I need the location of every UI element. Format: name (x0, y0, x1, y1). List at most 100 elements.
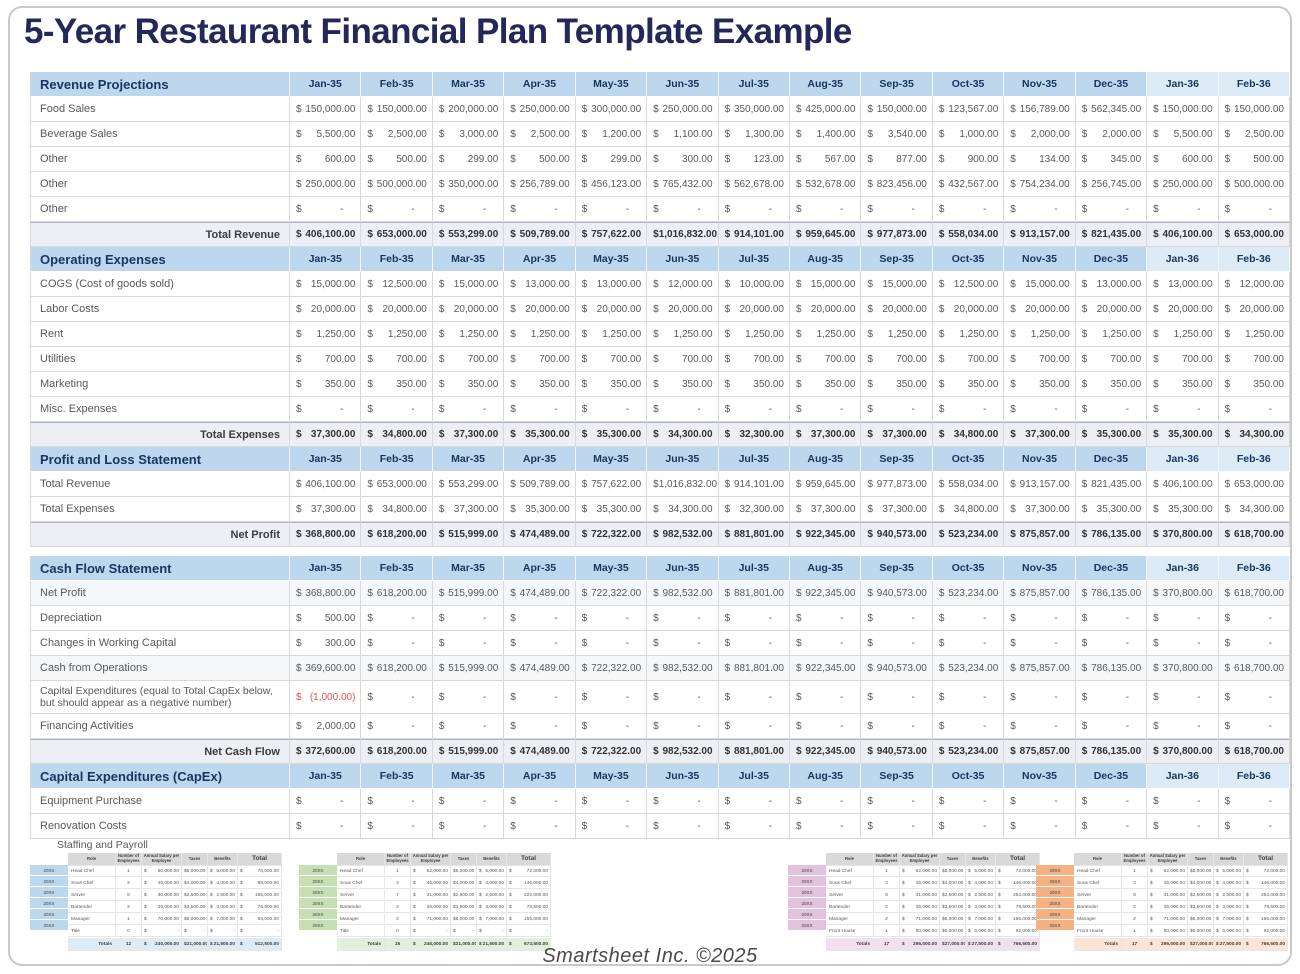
section-title: Revenue Projections (30, 72, 290, 97)
col-header-jan-36: Jan-36 (1147, 247, 1219, 272)
staffing-money-cell: $4,000.00 (1214, 878, 1244, 889)
currency-symbol: $ (653, 503, 659, 515)
col-header-nov-35: Nov-35 (1004, 247, 1076, 272)
currency-symbol: $ (938, 353, 945, 365)
amount-value: 200,000.00 (448, 103, 499, 115)
currency-symbol: $ (724, 303, 731, 315)
staffing-money-cell: $ - (142, 926, 182, 937)
staffing-col-header-taxes: Taxes (451, 853, 477, 866)
value-cell: $134.00 (1004, 147, 1076, 172)
staffing-role: Manager (68, 914, 116, 925)
amount-value: - (411, 691, 415, 703)
currency-symbol: $ (998, 868, 1001, 874)
currency-symbol: $ (438, 103, 445, 115)
staffing-money-cell: $6,000.00 (966, 926, 996, 937)
staffing-col-header-annual-salary-per-employee: Annual Salary per Employee (411, 853, 451, 866)
table-row-depreciation: Depreciation $500.00 $ - $ - $ - $ - $ - $ - $ - $ - $ - $ - $… (30, 606, 1290, 631)
amount-value: 30,000.00 (157, 892, 179, 898)
value-cell: $250,000.00 (1147, 172, 1219, 197)
currency-symbol: $ (1190, 941, 1193, 947)
currency-symbol: $ (367, 795, 373, 807)
currency-symbol: $ (510, 612, 516, 624)
staffing-count: 2 (874, 914, 900, 925)
amount-value: 253,000.00 (1260, 892, 1285, 898)
amount-value: 300.00 (324, 637, 356, 649)
amount-value: 5,000.00 (1192, 868, 1212, 874)
staffing-row-bartender: Bartender 2 $36,000.00 $3,500.00 $3,000.00 $7… (826, 902, 1040, 914)
currency-symbol: $ (479, 941, 482, 947)
col-header-nov-35: Nov-35 (1004, 556, 1076, 581)
staffing-money-cell: $3,500.00 (940, 902, 966, 913)
staffing-money-cell: $ - (182, 926, 208, 937)
currency-symbol: $ (968, 904, 971, 910)
currency-symbol: $ (240, 928, 243, 934)
amount-value: - (482, 203, 487, 215)
currency-symbol: $ (1224, 478, 1231, 490)
amount-value: 821,435.00 (1091, 478, 1142, 490)
col-header-feb-36: Feb-36 (1218, 764, 1290, 789)
value-cell: $558,034.00 (932, 472, 1005, 497)
value-cell: $474,489.00 (504, 581, 576, 606)
amount-value: - (340, 203, 344, 215)
currency-symbol: $ (1153, 153, 1159, 165)
amount-value: 12,500.00 (382, 278, 427, 290)
currency-symbol: $ (1010, 503, 1016, 515)
currency-symbol: $ (1081, 278, 1088, 290)
currency-symbol: $ (1081, 328, 1088, 340)
amount-value: 1,000.00 (959, 128, 999, 140)
amount-value: 977,873.00 (876, 229, 927, 240)
currency-symbol: $ (1153, 529, 1159, 540)
value-cell: $ - (361, 681, 433, 714)
amount-value: 618,700.00 (1233, 662, 1284, 674)
value-cell: $345.00 (1075, 147, 1148, 172)
amount-value: 3,000.00 (1222, 904, 1241, 910)
currency-symbol: $ (968, 880, 971, 886)
amount-value: 36,000.00 (915, 904, 937, 910)
value-cell: $37,300.00 (861, 497, 933, 522)
currency-symbol: $ (1010, 128, 1016, 140)
staffing-money-cell: $5,000.00 (208, 866, 238, 877)
staffing-role: Head Chef (337, 866, 385, 877)
value-cell: $20,000.00 (1075, 297, 1148, 322)
currency-symbol: $ (1224, 303, 1231, 315)
amount-value: 83,000.00 (257, 916, 279, 922)
currency-symbol: $ (438, 429, 445, 440)
currency-symbol: $ (510, 153, 516, 165)
amount-value: 4,000.00 (485, 880, 504, 886)
total-row-label: Net Cash Flow (30, 739, 290, 764)
amount-value: 5,000.00 (1222, 868, 1241, 874)
value-cell: $35,300.00 (504, 497, 576, 522)
currency-symbol: $ (438, 478, 445, 490)
amount-value: 20,000.00 (953, 303, 999, 315)
value-cell: $150,000.00 (1218, 97, 1290, 122)
value-cell: $ - (432, 631, 505, 656)
amount-value: 618,200.00 (376, 662, 427, 674)
col-header-apr-35: Apr-35 (504, 556, 576, 581)
currency-symbol: $ (438, 637, 445, 649)
currency-symbol: $ (413, 880, 416, 886)
total-value-cell: $34,300.00 (647, 422, 719, 447)
amount-value: 62,000.00 (426, 868, 448, 874)
currency-symbol: $ (653, 820, 659, 832)
row-label: Utilities (30, 347, 290, 372)
staffing-role: Bartender (337, 902, 385, 913)
amount-value: 653,000.00 (1233, 229, 1284, 240)
staffing-money-cell: $70,000.00 (142, 914, 182, 925)
total-value-cell: $618,700.00 (1218, 522, 1290, 547)
total-value-cell: $523,234.00 (932, 739, 1005, 764)
value-cell: $370,800.00 (1147, 581, 1219, 606)
currency-symbol: $ (1246, 880, 1249, 886)
section-operating-expenses: Operating Expenses Jan-35 Feb-35 Mar-35 Apr-… (30, 247, 1290, 447)
currency-symbol: $ (510, 403, 516, 415)
total-value-cell: $821,435.00 (1075, 222, 1148, 247)
currency-symbol: $ (938, 795, 945, 807)
amount-value: 37,300.00 (453, 429, 499, 440)
value-cell: $250,000.00 (647, 97, 719, 122)
value-cell: $ - (361, 714, 433, 739)
col-header-feb-35: Feb-35 (361, 247, 433, 272)
staffing-col-header-role: Role (337, 853, 385, 866)
section-profit-and-loss-statement: Profit and Loss Statement Jan-35 Feb-35 Mar… (30, 447, 1290, 547)
amount-value: 15,000.00 (1025, 278, 1070, 290)
currency-symbol: $ (509, 941, 512, 947)
staffing-money-cell: $70,000.00 (238, 866, 282, 877)
